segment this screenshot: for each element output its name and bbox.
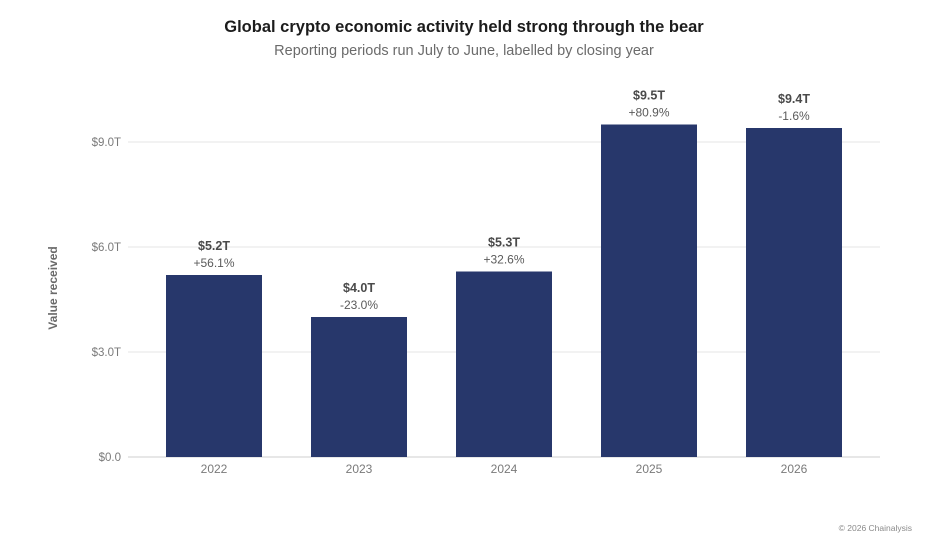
change-label: -1.6% bbox=[778, 109, 810, 123]
y-tick-label: $3.0T bbox=[92, 347, 121, 359]
change-label: +80.9% bbox=[628, 106, 669, 120]
y-tick-label: $0.0 bbox=[99, 452, 121, 464]
value-label: $9.5T bbox=[633, 89, 665, 103]
value-label: $4.0T bbox=[343, 281, 375, 295]
y-tick-label: $9.0T bbox=[92, 137, 121, 149]
change-label: +32.6% bbox=[483, 253, 524, 267]
bar-labels: $5.2T +56.1% $4.0T -23.0% $5.3T +32.6% $9.5T +8… bbox=[193, 89, 810, 313]
x-tick-label: 2024 bbox=[491, 462, 518, 476]
chart-title: Global crypto economic activity held str… bbox=[224, 18, 704, 36]
y-axis-ticks: $0.0 $3.0T $6.0T $9.0T bbox=[92, 137, 121, 464]
x-tick-label: 2023 bbox=[346, 462, 373, 476]
copyright-notice: © 2026 Chainalysis bbox=[838, 523, 912, 533]
bars bbox=[166, 124, 842, 457]
x-tick-label: 2025 bbox=[636, 462, 663, 476]
bar-2025 bbox=[601, 124, 697, 457]
bar-2022 bbox=[166, 275, 262, 457]
y-tick-label: $6.0T bbox=[92, 242, 121, 254]
x-tick-label: 2022 bbox=[201, 462, 228, 476]
change-label: +56.1% bbox=[193, 256, 234, 270]
x-tick-label: 2026 bbox=[781, 462, 808, 476]
bar-2023 bbox=[311, 317, 407, 457]
bar-2024 bbox=[456, 271, 552, 457]
value-label: $5.2T bbox=[198, 239, 230, 253]
chart-subtitle: Reporting periods run July to June, labe… bbox=[274, 43, 654, 59]
value-label: $5.3T bbox=[488, 236, 520, 250]
value-label: $9.4T bbox=[778, 92, 810, 106]
change-label: -23.0% bbox=[340, 298, 378, 312]
y-axis-label: Value received bbox=[46, 246, 60, 329]
x-axis-ticks: 2022 2023 2024 2025 2026 bbox=[201, 462, 808, 476]
bar-2026 bbox=[746, 128, 842, 457]
